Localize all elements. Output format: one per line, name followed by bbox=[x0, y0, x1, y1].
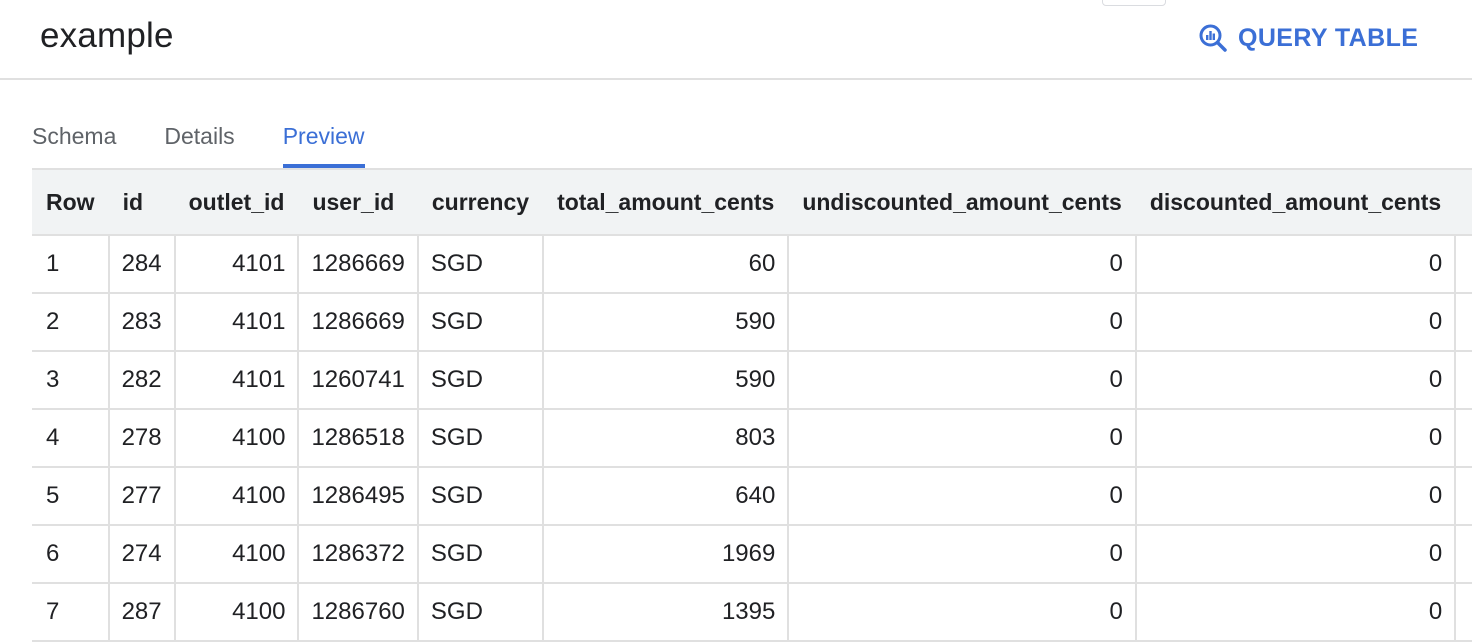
cell-discounted-amount-cents: 0 bbox=[1134, 467, 1456, 526]
row-number: 3 bbox=[32, 351, 109, 410]
row-number: 5 bbox=[32, 467, 109, 526]
cell-undiscounted-amount-cents: 0 bbox=[787, 235, 1136, 294]
cell-outlet-id: 4101 bbox=[173, 351, 299, 410]
row-number: 4 bbox=[32, 409, 109, 468]
cell-outlet-id: 4100 bbox=[173, 525, 299, 584]
cell-overflow bbox=[1454, 351, 1472, 410]
cell-undiscounted-amount-cents: 0 bbox=[787, 293, 1136, 352]
cell-undiscounted-amount-cents: 0 bbox=[787, 467, 1136, 526]
search-analytics-icon bbox=[1198, 23, 1228, 53]
cell-user-id: 1286518 bbox=[297, 409, 418, 468]
cell-id: 284 bbox=[107, 235, 175, 294]
tab-schema[interactable]: Schema bbox=[32, 123, 117, 149]
column-header: outlet_id bbox=[174, 170, 299, 236]
cell-currency: SGD bbox=[416, 351, 544, 410]
page-header: example QUERY TABLE bbox=[0, 0, 1472, 80]
cell-id: 274 bbox=[107, 525, 175, 584]
cell-outlet-id: 4100 bbox=[173, 409, 299, 468]
column-header-overflow bbox=[1455, 170, 1472, 236]
query-table-label: QUERY TABLE bbox=[1238, 23, 1419, 52]
row-number: 2 bbox=[32, 293, 109, 352]
cell-currency: SGD bbox=[416, 409, 544, 468]
tab-details[interactable]: Details bbox=[164, 123, 235, 149]
page-title: example bbox=[40, 16, 174, 55]
cell-user-id: 1286495 bbox=[297, 467, 418, 526]
row-number: 6 bbox=[32, 525, 109, 584]
cell-overflow bbox=[1454, 467, 1472, 526]
cell-currency: SGD bbox=[416, 525, 544, 584]
cell-total-amount-cents: 590 bbox=[542, 293, 789, 352]
cell-outlet-id: 4101 bbox=[173, 235, 299, 294]
table-body: 1 284 4101 1286669 SGD 60 0 0 2 283 4101… bbox=[32, 235, 1472, 642]
cell-total-amount-cents: 1395 bbox=[542, 583, 789, 642]
cell-total-amount-cents: 1969 bbox=[542, 525, 789, 584]
cell-outlet-id: 4101 bbox=[173, 293, 299, 352]
table-row: 4 278 4100 1286518 SGD 803 0 0 bbox=[32, 409, 1472, 468]
cell-currency: SGD bbox=[416, 467, 544, 526]
cell-undiscounted-amount-cents: 0 bbox=[787, 351, 1136, 410]
cell-user-id: 1286669 bbox=[297, 235, 418, 294]
column-header: user_id bbox=[298, 170, 418, 236]
column-header: Row bbox=[32, 170, 109, 236]
cell-currency: SGD bbox=[416, 235, 544, 294]
tab-bar: Schema Details Preview bbox=[32, 110, 413, 168]
cell-discounted-amount-cents: 0 bbox=[1134, 583, 1456, 642]
cell-discounted-amount-cents: 0 bbox=[1134, 293, 1456, 352]
table-row: 2 283 4101 1286669 SGD 590 0 0 bbox=[32, 293, 1472, 352]
cell-user-id: 1286669 bbox=[297, 293, 418, 352]
cell-overflow bbox=[1454, 235, 1472, 294]
cell-total-amount-cents: 590 bbox=[542, 351, 789, 410]
cell-undiscounted-amount-cents: 0 bbox=[787, 409, 1136, 468]
cell-user-id: 1260741 bbox=[297, 351, 418, 410]
cell-id: 278 bbox=[107, 409, 175, 468]
cell-overflow bbox=[1454, 525, 1472, 584]
table-header-row: Row id outlet_id user_id currency total_… bbox=[32, 170, 1472, 236]
cell-discounted-amount-cents: 0 bbox=[1134, 351, 1456, 410]
column-header: undiscounted_amount_cents bbox=[788, 170, 1136, 236]
cell-undiscounted-amount-cents: 0 bbox=[787, 525, 1136, 584]
cell-discounted-amount-cents: 0 bbox=[1134, 525, 1456, 584]
preview-table: Row id outlet_id user_id currency total_… bbox=[32, 170, 1472, 642]
cell-total-amount-cents: 60 bbox=[542, 235, 789, 294]
query-table-button[interactable]: QUERY TABLE bbox=[1198, 20, 1418, 56]
cell-id: 277 bbox=[107, 467, 175, 526]
cell-outlet-id: 4100 bbox=[173, 583, 299, 642]
preview-table-container[interactable]: Row id outlet_id user_id currency total_… bbox=[32, 168, 1472, 642]
cell-id: 287 bbox=[107, 583, 175, 642]
toolbar-button-edge[interactable] bbox=[1102, 0, 1166, 6]
cell-user-id: 1286372 bbox=[297, 525, 418, 584]
column-header: currency bbox=[417, 170, 544, 236]
cell-currency: SGD bbox=[416, 583, 544, 642]
cell-outlet-id: 4100 bbox=[173, 467, 299, 526]
table-row: 6 274 4100 1286372 SGD 1969 0 0 bbox=[32, 525, 1472, 584]
table-row: 7 287 4100 1286760 SGD 1395 0 0 bbox=[32, 583, 1472, 642]
table-row: 5 277 4100 1286495 SGD 640 0 0 bbox=[32, 467, 1472, 526]
cell-id: 283 bbox=[107, 293, 175, 352]
cell-overflow bbox=[1454, 583, 1472, 642]
column-header: discounted_amount_cents bbox=[1135, 170, 1456, 236]
table-row: 3 282 4101 1260741 SGD 590 0 0 bbox=[32, 351, 1472, 410]
cell-id: 282 bbox=[107, 351, 175, 410]
cell-overflow bbox=[1454, 293, 1472, 352]
row-number: 7 bbox=[32, 583, 109, 642]
cell-undiscounted-amount-cents: 0 bbox=[787, 583, 1136, 642]
tab-preview[interactable]: Preview bbox=[282, 110, 365, 168]
column-header: id bbox=[108, 170, 175, 236]
cell-total-amount-cents: 640 bbox=[542, 467, 789, 526]
cell-currency: SGD bbox=[416, 293, 544, 352]
cell-overflow bbox=[1454, 409, 1472, 468]
cell-total-amount-cents: 803 bbox=[542, 409, 789, 468]
column-header: total_amount_cents bbox=[543, 170, 789, 236]
cell-user-id: 1286760 bbox=[297, 583, 418, 642]
table-row: 1 284 4101 1286669 SGD 60 0 0 bbox=[32, 235, 1472, 294]
cell-discounted-amount-cents: 0 bbox=[1134, 235, 1456, 294]
cell-discounted-amount-cents: 0 bbox=[1134, 409, 1456, 468]
row-number: 1 bbox=[32, 235, 109, 294]
